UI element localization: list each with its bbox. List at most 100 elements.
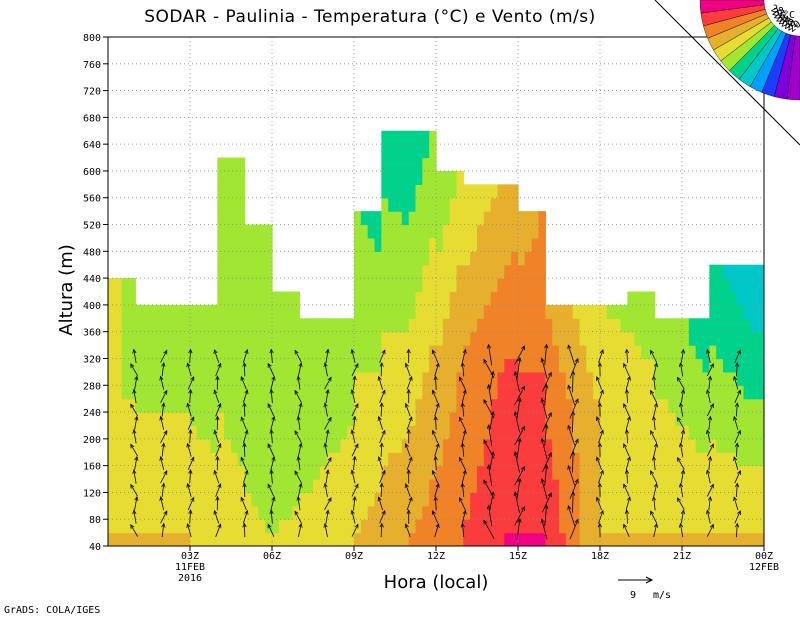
temperature-cell [443,506,450,520]
temperature-cell [484,452,491,466]
temperature-cell [354,251,361,265]
temperature-cell [402,251,409,265]
temperature-cell [279,533,286,547]
temperature-cell [614,305,621,319]
temperature-cell [129,332,136,346]
temperature-cell [299,425,306,439]
temperature-cell [723,519,730,533]
temperature-cell [354,278,361,292]
temperature-cell [388,225,395,239]
temperature-cell [313,385,320,399]
temperature-cell [224,425,231,439]
temperature-cell [197,533,204,547]
temperature-cell [696,425,703,439]
temperature-cell [197,479,204,493]
temperature-cell [662,318,669,332]
temperature-cell [197,506,204,520]
temperature-cell [586,533,593,547]
temperature-cell [299,492,306,506]
temperature-cell [532,278,539,292]
temperature-cell [696,439,703,453]
temperature-cell [313,399,320,413]
temperature-cell [511,479,518,493]
temperature-cell [135,439,142,453]
temperature-cell [149,345,156,359]
temperature-cell [204,385,211,399]
temperature-cell [409,158,416,172]
temperature-cell [327,358,334,372]
temperature-cell [217,506,224,520]
temperature-cell [450,412,457,426]
temperature-cell [176,425,183,439]
temperature-cell [354,452,361,466]
temperature-cell [723,479,730,493]
temperature-cell [504,265,511,279]
temperature-cell [115,305,122,319]
temperature-cell [744,278,751,292]
temperature-cell [566,332,573,346]
temperature-cell [573,533,580,547]
temperature-cell [258,345,265,359]
temperature-cell [750,452,757,466]
temperature-cell [593,318,600,332]
temperature-cell [518,452,525,466]
temperature-cell [368,466,375,480]
temperature-cell [559,479,566,493]
temperature-cell [559,533,566,547]
temperature-cell [443,251,450,265]
temperature-cell [320,318,327,332]
temperature-cell [744,399,751,413]
temperature-cell [463,452,470,466]
temperature-cell [621,492,628,506]
temperature-cell [443,372,450,386]
temperature-cell [525,506,532,520]
temperature-cell [190,439,197,453]
temperature-cell [388,479,395,493]
temperature-cell [757,305,764,319]
temperature-cell [723,425,730,439]
temperature-cell [340,372,347,386]
temperature-cell [402,265,409,279]
temperature-cell [176,533,183,547]
temperature-cell [122,332,129,346]
temperature-cell [614,452,621,466]
temperature-cell [183,452,190,466]
temperature-cell [416,131,423,145]
temperature-cell [416,265,423,279]
x-tick-label: 12Z [427,551,445,562]
temperature-cell [402,412,409,426]
temperature-cell [484,265,491,279]
temperature-cell [744,318,751,332]
temperature-cell [252,506,259,520]
temperature-cell [354,345,361,359]
temperature-cell [361,225,368,239]
temperature-cell [204,332,211,346]
temperature-cell [450,492,457,506]
temperature-cell [108,466,115,480]
temperature-cell [484,533,491,547]
temperature-cell [272,439,279,453]
temperature-cell [525,345,532,359]
temperature-cell [655,372,662,386]
temperature-cell [361,251,368,265]
temperature-cell [422,506,429,520]
temperature-cell [395,251,402,265]
temperature-cell [416,399,423,413]
temperature-cell [252,278,259,292]
temperature-cell [600,533,607,547]
temperature-cell [258,479,265,493]
temperature-cell [142,399,149,413]
temperature-cell [149,506,156,520]
temperature-cell [443,412,450,426]
temperature-cell [504,372,511,386]
temperature-cell [340,506,347,520]
temperature-cell [334,358,341,372]
temperature-cell [709,385,716,399]
temperature-cell [115,479,122,493]
temperature-cell [129,305,136,319]
temperature-cell [149,372,156,386]
temperature-cell [504,278,511,292]
temperature-cell [115,318,122,332]
temperature-cell [498,385,505,399]
temperature-cell [204,372,211,386]
